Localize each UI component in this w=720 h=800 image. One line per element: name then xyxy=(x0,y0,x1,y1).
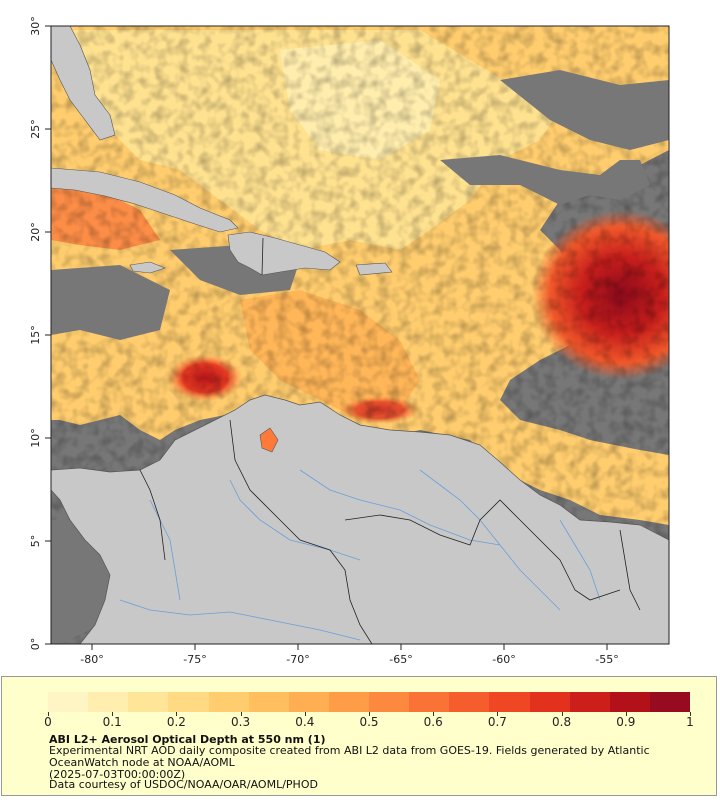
colorbar-tick-label: 0.7 xyxy=(487,715,507,729)
land-maracaibo xyxy=(259,427,279,453)
colorbar-swatch xyxy=(569,692,610,712)
aod-map: -80° -75° -70° -65° -60° -55° 30° 25° 20… xyxy=(29,16,670,666)
lon-tick-label: -65° xyxy=(389,653,412,666)
lon-tick-label: -80° xyxy=(80,653,103,666)
colorbar-swatch xyxy=(128,692,169,712)
nodata-patch-1 xyxy=(440,155,650,205)
land-puerto-rico xyxy=(355,262,393,276)
lat-tick-label: 15° xyxy=(29,325,42,345)
legend-credit: Data courtesy of USDOC/NOAA/OAR/AOML/PHO… xyxy=(49,778,318,791)
nodata-patch-3 xyxy=(51,265,170,340)
colorbar-tick-label: 1 xyxy=(686,715,694,729)
lat-tick-label: 20° xyxy=(29,222,42,242)
colorbar-tick xyxy=(240,712,242,716)
axis-ticks xyxy=(45,25,608,650)
colorbar-swatch xyxy=(529,692,570,712)
colorbar-tick-label: 0.1 xyxy=(102,715,122,729)
colorbar-tick xyxy=(433,712,435,716)
colorbar-swatch xyxy=(649,692,690,712)
land-south-america xyxy=(51,394,669,644)
colorbar-tick-label: 0.5 xyxy=(359,715,379,729)
land-hispaniola xyxy=(227,231,341,276)
colorbar-tick xyxy=(625,712,627,716)
lon-tick-label: -75° xyxy=(183,653,206,666)
land-cuba xyxy=(51,167,239,233)
colorbar-swatch xyxy=(208,692,249,712)
legend-title: ABI L2+ Aerosol Optical Depth at 550 nm … xyxy=(49,733,326,746)
colorbar-tick-label: 0.9 xyxy=(616,715,636,729)
colorbar-tick xyxy=(497,712,499,716)
colorbar-tick-label: 0.8 xyxy=(552,715,572,729)
lon-tick-labels: -80° -75° -70° -65° -60° -55° xyxy=(80,653,618,666)
lat-tick-labels: 30° 25° 20° 15° 10° 5° 0° xyxy=(29,16,42,650)
legend-date: (2025-07-03T00:00:00Z) xyxy=(49,768,186,781)
colorbar-swatch xyxy=(489,692,530,712)
colorbar-tick-label: 0.3 xyxy=(231,715,251,729)
lon-tick-label: -60° xyxy=(492,653,515,666)
colorbar-swatch xyxy=(328,692,369,712)
lat-tick-label: 0° xyxy=(29,638,42,651)
colorbar-tick xyxy=(304,712,306,716)
colorbar-tick xyxy=(112,712,114,716)
colorbar-ticks xyxy=(48,712,691,718)
colorbar-swatch xyxy=(48,692,89,712)
nodata-patch-2 xyxy=(500,70,669,150)
colorbar-tick xyxy=(690,712,691,716)
colorbar-swatch xyxy=(369,692,410,712)
lon-tick-label: -55° xyxy=(595,653,618,666)
borders xyxy=(139,237,641,644)
land-jamaica xyxy=(129,261,166,274)
legend-description: Experimental NRT AOD daily composite cre… xyxy=(49,744,650,769)
colorbar-tick xyxy=(561,712,563,716)
colorbar-tick xyxy=(369,712,370,716)
colorbar-swatch xyxy=(168,692,209,712)
colorbar-swatch xyxy=(609,692,650,712)
colorbar-swatch xyxy=(449,692,490,712)
colorbar-tick-label: 0.2 xyxy=(166,715,186,729)
colorbar-swatch xyxy=(248,692,289,712)
legend-panel: 0 0.1 0.2 0.3 0.4 0.5 0.6 0.7 0.8 0.9 1 … xyxy=(1,676,717,796)
rivers xyxy=(119,469,601,641)
colorbar-labels: 0 0.1 0.2 0.3 0.4 0.5 0.6 0.7 0.8 0.9 1 xyxy=(44,715,694,729)
colorbar-tick xyxy=(176,712,178,716)
colorbar xyxy=(48,692,690,712)
colorbar-tick xyxy=(48,712,49,716)
land-florida xyxy=(51,26,116,141)
colorbar-swatch xyxy=(409,692,450,712)
colorbar-tick-label: 0.4 xyxy=(295,715,315,729)
colorbar-tick-label: 0.6 xyxy=(423,715,443,729)
colorbar-swatch xyxy=(88,692,129,712)
colorbar-tick-label: 0 xyxy=(44,715,52,729)
colorbar-swatch xyxy=(288,692,329,712)
lat-tick-label: 5° xyxy=(29,535,42,548)
lat-tick-label: 10° xyxy=(29,428,42,448)
lon-tick-label: -70° xyxy=(286,653,309,666)
lat-tick-label: 30° xyxy=(29,16,42,36)
lat-tick-label: 25° xyxy=(29,119,42,139)
